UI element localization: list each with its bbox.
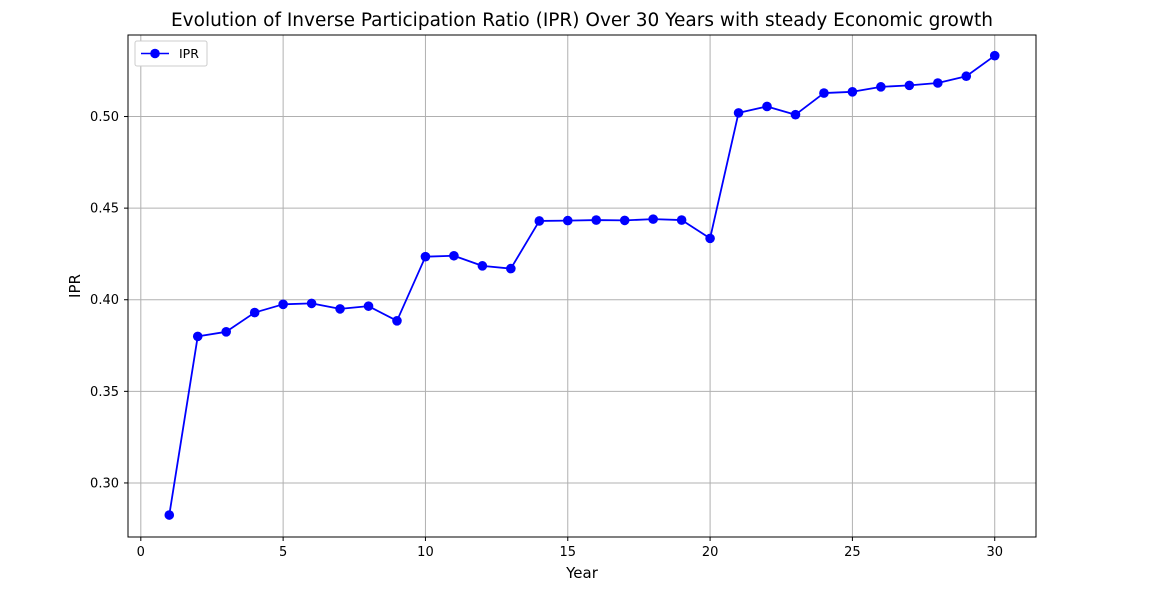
x-tick-label: 10	[417, 545, 434, 560]
data-point	[392, 316, 402, 326]
data-point	[278, 299, 288, 310]
legend-box	[134, 40, 208, 67]
data-point	[705, 233, 715, 244]
data-point	[249, 307, 260, 318]
data-point	[876, 82, 886, 92]
data-point	[619, 215, 630, 226]
data-point	[676, 215, 687, 225]
y-tick-label: 0.45	[90, 202, 119, 217]
data-point	[591, 215, 602, 225]
data-point	[961, 71, 972, 82]
y-tick-label: 0.50	[90, 110, 119, 125]
y-tick-label: 0.35	[90, 385, 119, 400]
data-point	[819, 88, 829, 98]
data-point	[762, 101, 772, 112]
x-tick-label: 30	[986, 545, 1003, 560]
legend: IPR	[134, 40, 208, 67]
legend-label: IPR	[179, 46, 199, 61]
chart-title: Evolution of Inverse Participation Ratio…	[171, 10, 993, 31]
y-axis-label: IPR	[66, 274, 84, 298]
x-tick-label: 15	[559, 545, 576, 560]
data-point	[449, 250, 459, 261]
data-point	[335, 304, 345, 314]
data-point	[932, 78, 943, 88]
plot-frame	[127, 34, 1037, 538]
x-tick-label: 5	[279, 545, 287, 560]
data-point	[790, 109, 801, 120]
data-point	[221, 327, 232, 337]
data-point	[306, 298, 317, 309]
data-point	[477, 261, 488, 271]
data-point	[192, 331, 203, 342]
series-line	[168, 54, 996, 516]
data-point	[420, 251, 431, 262]
data-point	[904, 80, 915, 91]
data-point	[164, 510, 175, 520]
x-tick-label: 20	[702, 545, 719, 560]
legend-marker-swatch	[150, 48, 160, 59]
x-tick-label: 0	[137, 545, 145, 560]
axis-ticks: 0 5 10 15 20 25 30 0.30 0.35 0.40 0.45 0.50	[90, 110, 1003, 560]
series-plot	[164, 50, 1000, 520]
data-point	[989, 50, 1000, 61]
data-point	[733, 108, 744, 118]
grid-lines	[128, 35, 1036, 537]
data-point	[847, 86, 858, 97]
data-point	[562, 215, 573, 226]
data-point	[363, 301, 374, 311]
data-point	[506, 263, 516, 274]
y-tick-label: 0.40	[90, 293, 119, 308]
x-tick-label: 25	[844, 545, 861, 560]
data-point	[648, 214, 658, 224]
data-point	[534, 216, 545, 226]
y-tick-label: 0.30	[90, 476, 119, 491]
x-axis-label: Year	[565, 564, 599, 582]
